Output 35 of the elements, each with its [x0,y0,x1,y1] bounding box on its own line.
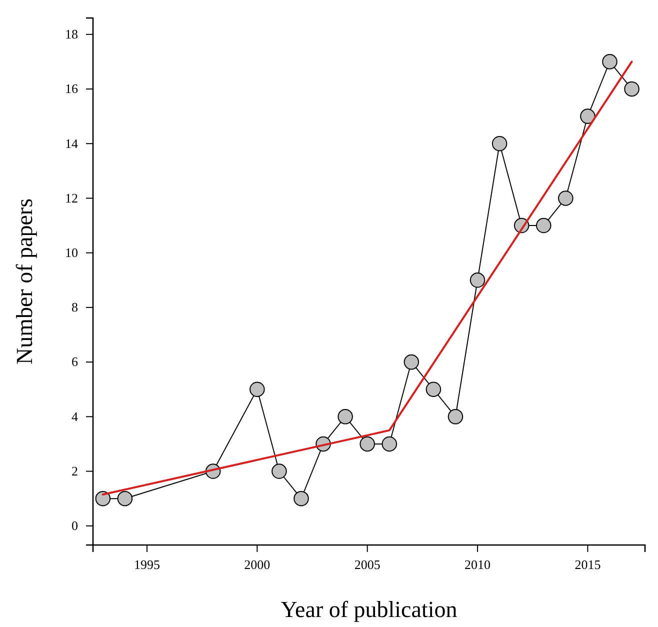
point [448,409,464,424]
y-tick-label: 10 [65,244,78,260]
point [272,464,287,479]
point [404,354,420,370]
point [360,436,375,452]
y-axis-title: Number of papers [12,198,37,365]
y-tick-label: 18 [65,26,78,42]
point [95,490,111,506]
point [250,382,265,397]
point [470,272,486,288]
y-tick-label: 0 [72,518,78,534]
point [382,436,398,452]
y-tick-label: 16 [65,81,78,96]
point [117,490,133,506]
point [338,409,353,424]
point [624,81,640,97]
point [558,190,574,206]
point [426,382,442,397]
y-tick-label: 2 [72,463,78,478]
x-tick-label: 2005 [354,557,380,572]
y-tick-label: 6 [72,354,78,370]
y-tick-label: 12 [65,190,78,206]
point [580,108,596,124]
point [294,490,309,506]
point [602,54,618,70]
point [492,136,508,152]
x-tick-label: 2015 [574,557,601,572]
y-tick-label: 8 [72,300,78,315]
x-tick-label: 2010 [464,557,491,572]
x-tick-label: 1995 [134,557,160,572]
x-tick-label: 2000 [244,557,270,572]
x-axis-title: Year of publication [280,597,458,622]
point [536,218,552,234]
y-tick-label: 14 [65,136,78,151]
y-tick-label: 4 [72,408,78,424]
